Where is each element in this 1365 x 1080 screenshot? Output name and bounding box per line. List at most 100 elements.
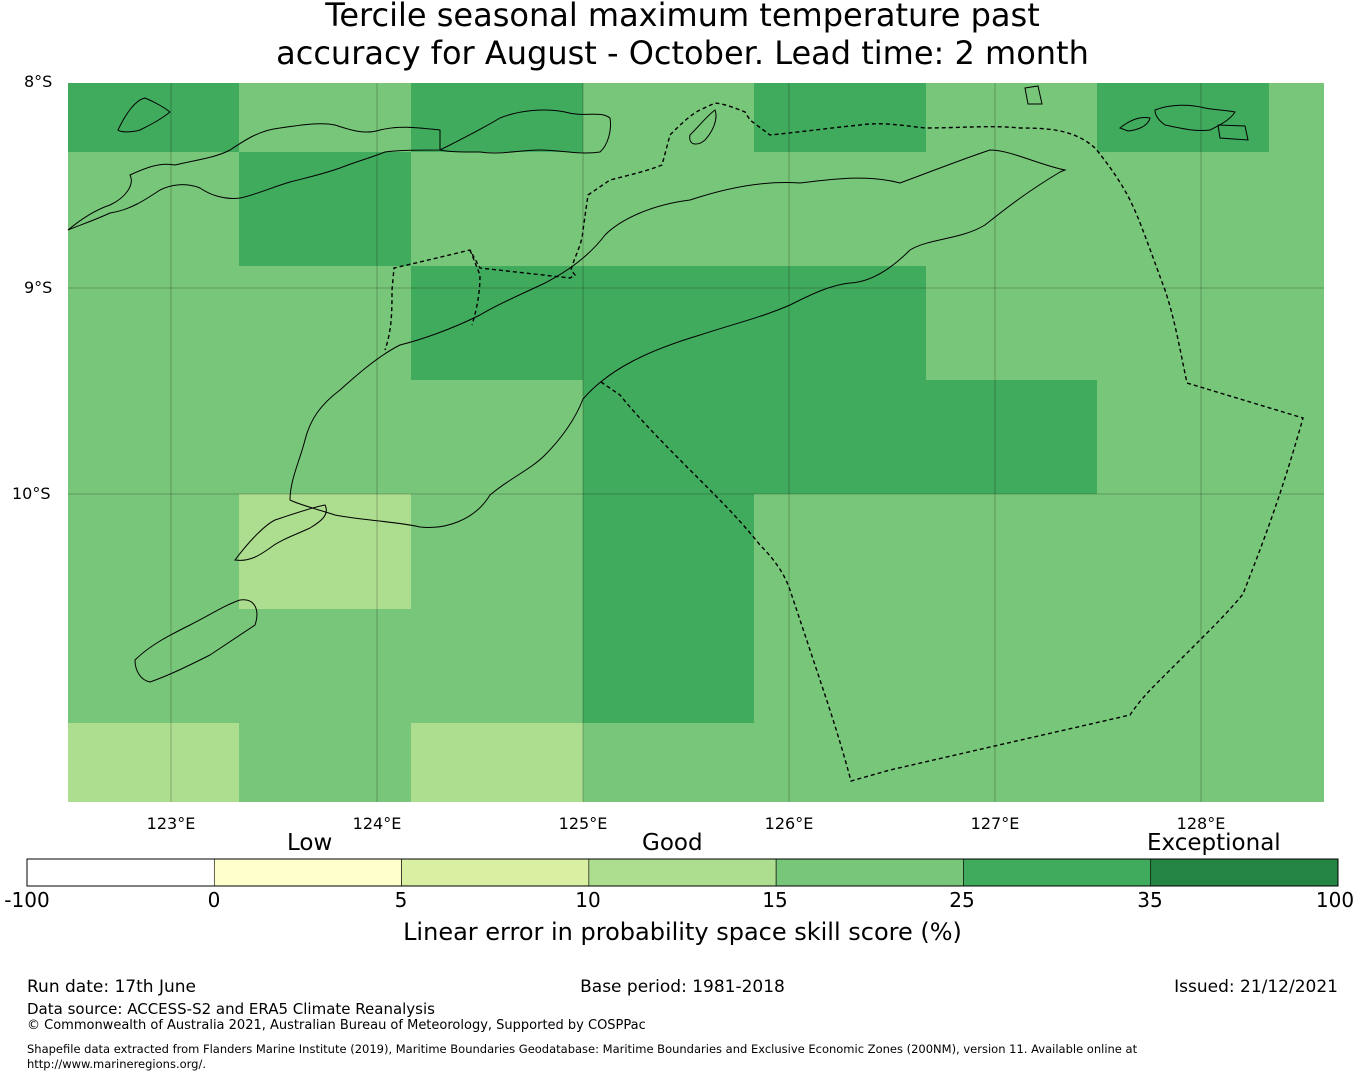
grid-cell-r1-c5 (926, 152, 1097, 266)
colorbar-segment-2 (401, 858, 590, 887)
lon-label-127e: 127°E (970, 814, 1020, 833)
grid-cell-r5-c2 (411, 609, 583, 723)
kisar-coastline (1024, 85, 1043, 105)
tick-minus-100: -100 (4, 888, 50, 912)
coastlines (67, 85, 1249, 683)
lat-label-10s: 10°S (12, 484, 51, 503)
grid-cell-r2-c5 (926, 266, 1097, 380)
colorbar-segment-4 (775, 858, 964, 887)
title-line-2: accuracy for August - October. Lead time… (276, 34, 1089, 72)
grid-cell-r3-c4 (754, 380, 926, 494)
colorbar-segment-6 (1150, 858, 1339, 887)
alor-coastline (67, 123, 441, 231)
grid-cell-r0-c5 (926, 83, 1097, 152)
grid-cell-r6-c2 (411, 723, 583, 802)
grid-cell-r1-c0 (68, 152, 239, 266)
moa-coastline (1154, 104, 1236, 131)
grid-cell-r2-c2 (411, 266, 583, 380)
grid-cell-r2-c0 (68, 266, 239, 380)
grid-cell-r6-c3 (583, 723, 754, 802)
category-exceptional: Exceptional (1147, 830, 1281, 856)
tick-0: 0 (207, 888, 221, 912)
pantar-coastline (117, 97, 171, 133)
grid-cell-r3-c7 (1269, 380, 1324, 494)
maritime-boundaries (384, 102, 1304, 782)
grid-cell-r5-c5 (926, 609, 1097, 723)
grid-cell-r0-c4 (754, 83, 926, 152)
skill-grid (68, 83, 1324, 802)
grid-cell-r0-c2 (411, 83, 583, 152)
grid-cell-r4-c1 (239, 494, 411, 609)
tick-15: 15 (762, 888, 788, 912)
grid-cell-r4-c4 (754, 494, 926, 609)
colorbar-segment-3 (588, 858, 777, 887)
tick-25: 25 (949, 888, 975, 912)
grid-cell-r3-c2 (411, 380, 583, 494)
title-line-1: Tercile seasonal maximum temperature pas… (325, 0, 1040, 34)
grid-cell-r0-c7 (1269, 83, 1324, 152)
atauro-coastline (689, 109, 717, 145)
grid-cell-r2-c7 (1269, 266, 1324, 380)
wetar-coastline (438, 109, 611, 154)
grid-cell-r5-c1 (239, 609, 411, 723)
colorbar-title: Linear error in probability space skill … (403, 918, 962, 946)
oecusse-boundary (469, 249, 481, 326)
grid-cell-r2-c6 (1097, 266, 1269, 380)
colorbar-segment-1 (213, 858, 402, 887)
shapefile-credit-2: http://www.marineregions.org/. (27, 1057, 206, 1071)
grid-cell-r4-c6 (1097, 494, 1269, 609)
grid-cell-r6-c6 (1097, 723, 1269, 802)
issued-date: Issued: 21/12/2021 (1174, 977, 1338, 997)
grid-cell-r1-c2 (411, 152, 583, 266)
tick-5: 5 (394, 888, 408, 912)
grid-cell-r1-c6 (1097, 152, 1269, 266)
grid-cell-r4-c3 (583, 494, 754, 609)
shapefile-credit-1: Shapefile data extracted from Flanders M… (27, 1042, 1138, 1056)
copyright: © Commonwealth of Australia 2021, Austra… (27, 1018, 646, 1033)
grid-cell-r0-c1 (239, 83, 411, 152)
grid-cell-r4-c7 (1269, 494, 1324, 609)
tick-10: 10 (575, 888, 601, 912)
grid-cell-r1-c7 (1269, 152, 1324, 266)
tick-35: 35 (1137, 888, 1163, 912)
grid-cell-r2-c4 (754, 266, 926, 380)
grid-cell-r6-c1 (239, 723, 411, 802)
grid-cell-r6-c4 (754, 723, 926, 802)
graticule (68, 83, 1324, 802)
grid-cell-r4-c2 (411, 494, 583, 609)
grid-cell-r4-c0 (68, 494, 239, 609)
grid-cell-r5-c3 (583, 609, 754, 723)
colorbar-border (26, 858, 1339, 887)
grid-cell-r1-c1 (239, 152, 411, 266)
lat-label-8s: 8°S (24, 72, 53, 91)
lon-label-124e: 124°E (352, 814, 402, 833)
grid-cell-r6-c7 (1269, 723, 1324, 802)
colorbar-segment-0 (26, 858, 215, 887)
lakor-coastline (1217, 124, 1249, 141)
sawu-coastline (134, 599, 258, 683)
timor-coastline (289, 149, 1067, 529)
lon-label-125e: 125°E (558, 814, 608, 833)
grid-cell-r2-c1 (239, 266, 411, 380)
grid-cell-r3-c0 (68, 380, 239, 494)
grid-cell-r3-c6 (1097, 380, 1269, 494)
grid-cell-r6-c5 (926, 723, 1097, 802)
grid-cell-r0-c0 (68, 83, 239, 152)
grid-cell-r1-c3 (583, 152, 754, 266)
colorbar (26, 858, 1339, 887)
lon-label-123e: 123°E (146, 814, 196, 833)
leti-coastline (1119, 117, 1151, 132)
rote-coastline (234, 504, 327, 561)
grid-cell-r4-c5 (926, 494, 1097, 609)
colorbar-segment-5 (963, 858, 1152, 887)
grid-cell-r1-c4 (754, 152, 926, 266)
map-title: Tercile seasonal maximum temperature pas… (0, 0, 1365, 72)
lat-label-9s: 9°S (24, 278, 53, 297)
grid-cell-r3-c3 (583, 380, 754, 494)
base-period: Base period: 1981-2018 (580, 977, 785, 997)
data-source: Data source: ACCESS-S2 and ERA5 Climate … (27, 1000, 435, 1018)
grid-cell-r0-c6 (1097, 83, 1269, 152)
grid-cell-r6-c0 (68, 723, 239, 802)
grid-cell-r5-c6 (1097, 609, 1269, 723)
